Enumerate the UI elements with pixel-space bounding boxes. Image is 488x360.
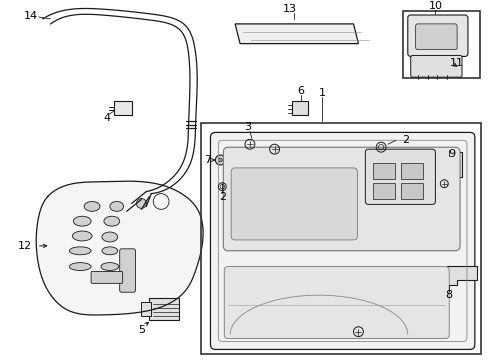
Text: 14: 14: [24, 11, 38, 21]
Ellipse shape: [72, 231, 92, 241]
FancyBboxPatch shape: [114, 101, 131, 114]
Text: 9: 9: [447, 149, 455, 159]
Text: 8: 8: [445, 290, 452, 300]
Ellipse shape: [102, 247, 118, 255]
Text: 5: 5: [138, 325, 144, 335]
FancyBboxPatch shape: [365, 149, 434, 204]
Polygon shape: [36, 181, 203, 315]
FancyBboxPatch shape: [231, 168, 357, 240]
FancyBboxPatch shape: [210, 132, 474, 350]
FancyBboxPatch shape: [91, 271, 122, 283]
Bar: [200, 122, 480, 354]
Text: 10: 10: [427, 1, 442, 11]
Ellipse shape: [110, 202, 123, 211]
Ellipse shape: [104, 216, 120, 226]
Bar: [400, 163, 422, 179]
FancyBboxPatch shape: [415, 24, 456, 50]
FancyBboxPatch shape: [431, 152, 461, 177]
Text: 12: 12: [18, 241, 32, 251]
Polygon shape: [235, 24, 358, 44]
FancyBboxPatch shape: [410, 55, 461, 77]
FancyBboxPatch shape: [149, 298, 179, 320]
FancyBboxPatch shape: [223, 147, 459, 251]
FancyBboxPatch shape: [407, 15, 467, 57]
Text: 7: 7: [203, 155, 211, 165]
Text: 6: 6: [297, 86, 304, 96]
Ellipse shape: [102, 232, 118, 242]
Ellipse shape: [84, 202, 100, 211]
Bar: [372, 163, 394, 179]
Ellipse shape: [73, 216, 91, 226]
Text: 3: 3: [244, 122, 251, 132]
Ellipse shape: [69, 247, 91, 255]
Circle shape: [215, 155, 225, 165]
Ellipse shape: [69, 263, 91, 270]
Text: 2: 2: [218, 192, 225, 202]
FancyBboxPatch shape: [224, 266, 448, 339]
FancyBboxPatch shape: [141, 302, 151, 316]
Ellipse shape: [101, 263, 119, 270]
Bar: [402, 11, 479, 78]
Text: 13: 13: [282, 4, 296, 14]
Polygon shape: [447, 266, 476, 285]
Bar: [400, 183, 422, 198]
Text: 2: 2: [402, 135, 408, 145]
FancyBboxPatch shape: [292, 101, 307, 114]
Text: 4: 4: [103, 113, 110, 123]
Circle shape: [218, 158, 222, 162]
Text: 1: 1: [318, 88, 325, 98]
Text: 11: 11: [449, 58, 463, 68]
Bar: [372, 183, 394, 198]
Ellipse shape: [136, 198, 146, 208]
FancyBboxPatch shape: [120, 249, 135, 292]
